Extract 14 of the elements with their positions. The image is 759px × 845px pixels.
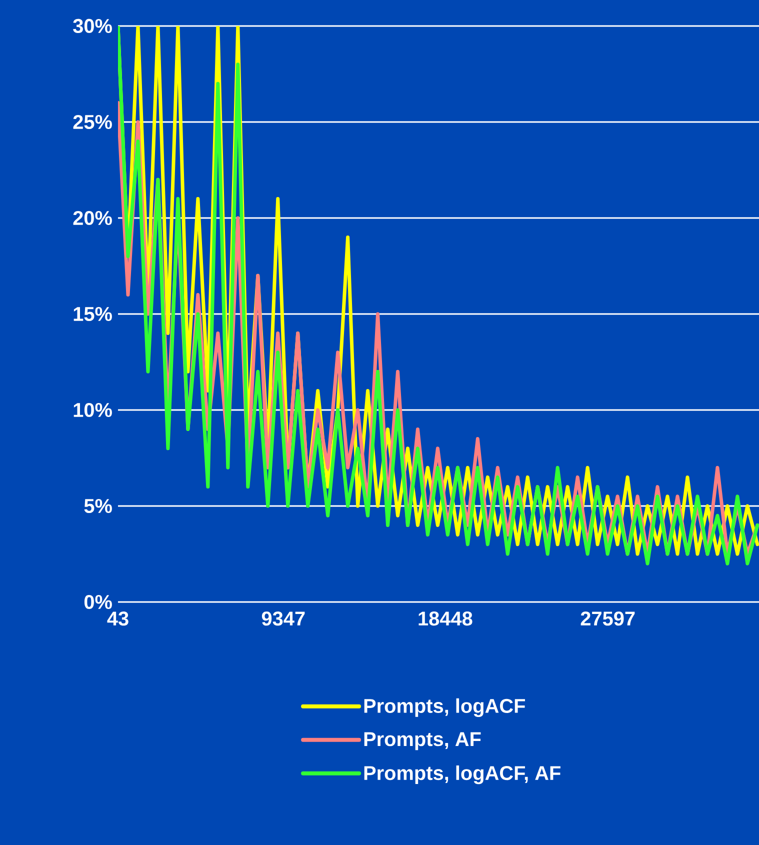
y-tick-label: 10% bbox=[74, 402, 112, 418]
y-tick-label: 25% bbox=[73, 114, 112, 130]
x-tick-label: 43 bbox=[107, 612, 128, 626]
x-tick-label: 9347 bbox=[262, 612, 305, 626]
y-tick-label: 15% bbox=[74, 306, 112, 322]
legend-label: Prompts, logACF, AF bbox=[364, 765, 560, 784]
y-tick-label: 20% bbox=[73, 210, 112, 226]
y-tick-label: 30% bbox=[73, 18, 112, 34]
x-tick-label: 18448 bbox=[418, 612, 472, 626]
y-tick-label: 5% bbox=[84, 498, 112, 514]
legend-label: Prompts, logACF bbox=[364, 698, 525, 718]
y-tick-label: 0% bbox=[84, 594, 112, 610]
legend-label: Prompts, AF bbox=[364, 732, 481, 750]
x-tick-label: 27597 bbox=[580, 612, 635, 626]
